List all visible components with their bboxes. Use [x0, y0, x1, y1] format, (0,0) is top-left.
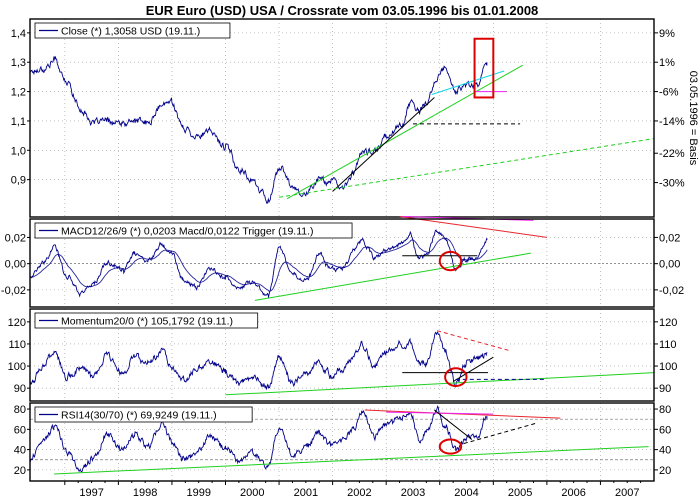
legend-label: MACD12/26/9 (*) 0,0203 Macd/0,0122 Trigg… [61, 226, 314, 238]
series-line-rsi [29, 405, 488, 473]
right-tick-label: 110 [659, 339, 677, 351]
trendline-cyan [431, 70, 505, 95]
right-tick-label: 60 [659, 424, 671, 436]
y-tick-label: 0,00 [5, 259, 26, 271]
trendline-green [225, 372, 655, 396]
y-tick-label: 110 [8, 339, 26, 351]
x-tick-label: 2007 [615, 487, 639, 499]
series-line-trigger [29, 237, 488, 292]
panel-frame [29, 308, 655, 402]
right-tick-label: -6% [659, 87, 679, 99]
trendline-magenta [386, 411, 494, 415]
y-tick-label: 80 [14, 404, 26, 416]
y-tick-label: 0,9 [11, 175, 26, 187]
right-tick-label: 90 [659, 383, 671, 395]
legend-frame [34, 406, 253, 423]
series-line-macd [29, 229, 488, 298]
legend-frame [34, 22, 231, 39]
y-tick-label: 1,2 [11, 87, 26, 99]
right-tick-label: 9% [659, 28, 675, 40]
trendline-black [452, 356, 494, 382]
legend-label: Close (*) 1,3058 USD (19.11.) [61, 26, 200, 38]
x-tick-label: 2002 [347, 487, 371, 499]
x-tick-label: 1998 [133, 487, 157, 499]
y-tick-label: 1,1 [11, 116, 26, 128]
panel-price: 1,4 1,3 1,2 1,1 1,0 0,9 9% 1% -6% -14% -22% -30% Clo… [11, 18, 699, 218]
series-line-momentum [29, 331, 488, 391]
right-tick-label: 100 [659, 361, 677, 373]
trendline-red [436, 330, 510, 352]
legend-macd: MACD12/26/9 (*) 0,0203 Macd/0,0122 Trigg… [34, 222, 353, 239]
panel-frame [29, 218, 655, 308]
trendline-red [364, 409, 561, 419]
trendline-black [463, 422, 537, 445]
panel-rsi: 80 60 40 20 80 60 40 20 RSI14(30/70) (*) 69,9249… [14, 402, 671, 482]
right-tick-label: -0,02 [659, 285, 684, 297]
right-tick-label: 0,02 [659, 232, 680, 244]
y-tick-label: 120 [8, 317, 26, 329]
x-tick-label: 2003 [401, 487, 425, 499]
trendline-black [434, 409, 473, 440]
legend-frame [34, 312, 259, 329]
right-tick-label: 120 [659, 317, 677, 329]
y-tick-label: 40 [14, 445, 26, 457]
highlight-ellipse [438, 250, 463, 272]
legend-label: RSI14(30/70) (*) 69,9249 (19.11.) [61, 410, 217, 422]
x-tick-label: 2005 [508, 487, 532, 499]
x-axis: 1997 1998 1999 2000 2001 2002 2003 2004 2005 2006… [64, 481, 642, 499]
right-tick-label: 40 [659, 445, 671, 457]
y-tick-label: 60 [14, 424, 26, 436]
trendline-green [278, 138, 655, 198]
panel-momentum: 120 110 100 90 120 110 100 90 Momentum20/0 (*) 1… [8, 308, 677, 402]
panel-macd: 0,02 0,00 -0,02 0,02 0,00 -0,02 MACD12/26/9 (*… [1, 215, 684, 308]
series-line-price [30, 55, 488, 204]
panel-frame [29, 402, 655, 482]
x-tick-label: 2006 [561, 487, 585, 499]
highlight-ellipse [444, 367, 468, 387]
y-tick-label: 1,3 [11, 57, 26, 69]
x-tick-label: 1997 [79, 487, 103, 499]
right-tick-label: -14% [659, 116, 685, 128]
x-tick-label: 2004 [454, 487, 478, 499]
y-tick-label: 1,4 [11, 28, 26, 40]
right-tick-label: 80 [659, 404, 671, 416]
x-tick-label: 1999 [186, 487, 210, 499]
x-tick-label: 2001 [294, 487, 318, 499]
legend-frame [34, 222, 353, 239]
trendline-black [332, 97, 435, 192]
right-tick-label: 1% [659, 57, 675, 69]
highlight-ellipse [438, 438, 463, 455]
legend-rsi: RSI14(30/70) (*) 69,9249 (19.11.) [34, 406, 253, 423]
y-tick-label: 90 [14, 383, 26, 395]
right-tick-label: -30% [659, 178, 685, 190]
y-tick-label: 20 [14, 465, 26, 477]
panel-frame [29, 18, 655, 218]
trendline-green [286, 64, 524, 200]
chart-panels: 1,4 1,3 1,2 1,1 1,0 0,9 9% 1% -6% -14% -22% -30% Clo… [1, 18, 699, 482]
trendline-green [54, 446, 649, 475]
y-tick-label: 0,02 [5, 232, 26, 244]
chart-title: EUR Euro (USD) USA / Crossrate vom 03.05… [146, 3, 539, 18]
legend-momentum: Momentum20/0 (*) 105,1792 (19.11.) [34, 312, 259, 329]
x-tick-label: 2000 [240, 487, 264, 499]
trendline-red [399, 215, 547, 238]
y-tick-label: 1,0 [11, 145, 26, 157]
trendline-green [254, 252, 531, 301]
highlight-box [473, 37, 495, 99]
right-tick-label: -22% [659, 148, 685, 160]
legend-price: Close (*) 1,3058 USD (19.11.) [34, 22, 231, 39]
right-axis-label: 03.05.1996 = Basis [687, 71, 699, 166]
right-tick-label: 0,00 [659, 259, 680, 271]
legend-label: Momentum20/0 (*) 105,1792 (19.11.) [61, 316, 233, 328]
y-tick-label: -0,02 [1, 285, 26, 297]
y-tick-label: 100 [8, 361, 26, 373]
right-tick-label: 20 [659, 465, 671, 477]
